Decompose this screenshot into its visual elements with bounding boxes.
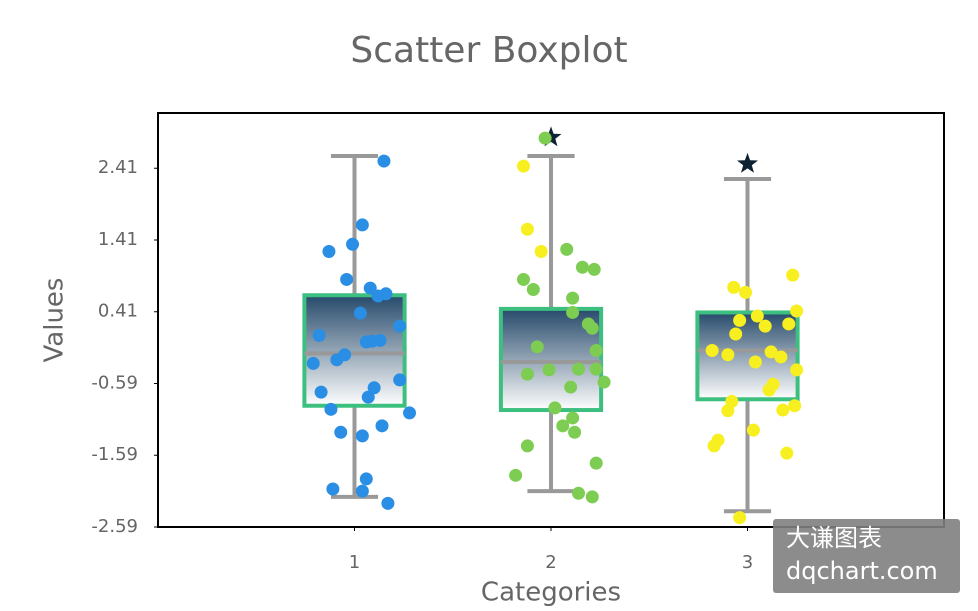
x-axis-label: Categories xyxy=(481,578,621,608)
data-point xyxy=(572,486,586,500)
data-point xyxy=(324,402,338,416)
data-point xyxy=(560,242,574,256)
data-point xyxy=(355,218,369,232)
data-point xyxy=(340,272,354,286)
data-point xyxy=(733,511,747,525)
data-point xyxy=(705,343,719,357)
data-point xyxy=(566,291,580,305)
data-point xyxy=(516,272,530,286)
data-point xyxy=(585,321,599,335)
data-point xyxy=(520,222,534,236)
data-point xyxy=(526,283,540,297)
data-point xyxy=(363,281,377,295)
watermark: 大谦图表 xyxy=(786,524,882,552)
chart-title: Scatter Boxplot xyxy=(350,30,627,71)
data-point xyxy=(575,260,589,274)
data-point xyxy=(403,406,417,420)
y-tick-label: 0.41 xyxy=(98,301,138,322)
data-point xyxy=(375,419,389,433)
data-point xyxy=(727,280,741,294)
data-point xyxy=(589,456,603,470)
data-point xyxy=(516,159,530,173)
data-point xyxy=(353,306,367,320)
data-point xyxy=(572,362,586,376)
data-point xyxy=(314,385,328,399)
data-point xyxy=(739,285,753,299)
data-point xyxy=(589,362,603,376)
data-point xyxy=(381,496,395,510)
data-point xyxy=(782,317,796,331)
data-point xyxy=(377,154,391,168)
data-point xyxy=(548,401,562,415)
data-point xyxy=(733,313,747,327)
data-point xyxy=(774,350,788,364)
data-point xyxy=(750,309,764,323)
data-point xyxy=(721,404,735,418)
outlier-star xyxy=(737,152,758,173)
data-point xyxy=(312,328,326,342)
data-point xyxy=(359,472,373,486)
data-point xyxy=(306,356,320,370)
data-point xyxy=(790,304,804,318)
y-tick-label: 2.41 xyxy=(98,157,138,178)
data-point xyxy=(564,380,578,394)
data-point xyxy=(367,381,381,395)
data-point xyxy=(587,262,601,276)
x-tick-label: 2 xyxy=(545,552,556,573)
data-point xyxy=(721,348,735,362)
plot-marks: -2.59 -1.59 -0.59 0.41 1.41 2.41 1 2 3 xyxy=(91,126,804,573)
data-point xyxy=(746,423,760,437)
data-point xyxy=(786,268,800,282)
y-axis-label: Values xyxy=(40,278,70,363)
x-tick-label: 3 xyxy=(742,552,753,573)
data-point xyxy=(597,375,611,389)
data-point xyxy=(748,355,762,369)
y-tick-label: -2.59 xyxy=(91,516,138,537)
data-point xyxy=(346,237,360,251)
data-point xyxy=(776,403,790,417)
data-point xyxy=(764,345,778,359)
data-point xyxy=(355,484,369,498)
data-point xyxy=(530,340,544,354)
data-point xyxy=(556,419,570,433)
watermark: dqchart.com xyxy=(786,557,938,585)
data-point xyxy=(788,399,802,413)
data-point xyxy=(373,333,387,347)
data-point xyxy=(520,367,534,381)
y-tick-label: -0.59 xyxy=(91,372,138,393)
data-point xyxy=(568,425,582,439)
data-point xyxy=(762,383,776,397)
data-point xyxy=(393,373,407,387)
data-point xyxy=(361,390,375,404)
data-point xyxy=(566,411,580,425)
data-point xyxy=(509,468,523,482)
data-point xyxy=(355,429,369,443)
y-tick-label: 1.41 xyxy=(98,229,138,250)
data-point xyxy=(393,319,407,333)
data-point xyxy=(589,343,603,357)
data-point xyxy=(566,305,580,319)
data-point xyxy=(780,446,794,460)
data-point xyxy=(334,425,348,439)
y-tick-label: -1.59 xyxy=(91,444,138,465)
data-point xyxy=(707,439,721,453)
data-point xyxy=(326,482,340,496)
data-point xyxy=(542,363,556,377)
data-point xyxy=(322,244,336,258)
data-point xyxy=(520,439,534,453)
data-point xyxy=(538,131,552,145)
watermark-box xyxy=(773,519,960,593)
x-tick-label: 1 xyxy=(349,552,360,573)
data-point xyxy=(585,490,599,504)
data-point xyxy=(758,319,772,333)
data-point xyxy=(729,327,743,341)
data-point xyxy=(534,244,548,258)
data-point xyxy=(790,363,804,377)
data-point xyxy=(379,287,393,301)
data-point xyxy=(330,353,344,367)
